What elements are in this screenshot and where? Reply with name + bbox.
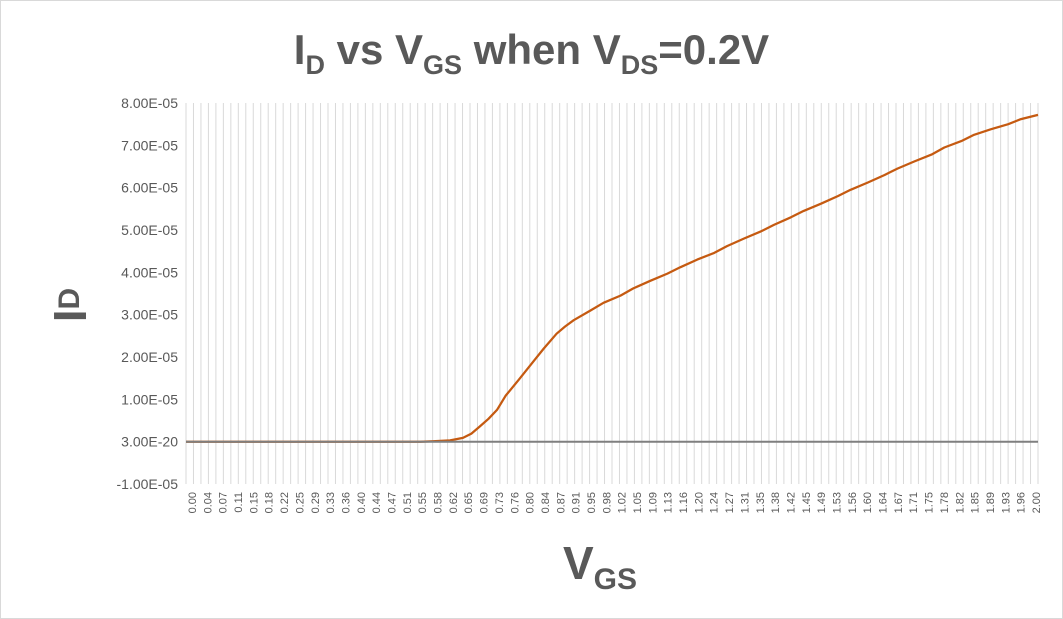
- x-tick-label: 0.22: [279, 492, 291, 513]
- title-sub-3: DS: [620, 50, 659, 80]
- x-tick-label: 1.31: [739, 492, 751, 513]
- x-tick-label: 0.84: [540, 492, 552, 513]
- x-tick-label: 1.42: [785, 492, 797, 513]
- x-tick-label: 1.02: [617, 492, 629, 513]
- title-sub-2: GS: [423, 50, 463, 80]
- x-tick-label: 0.18: [264, 492, 276, 513]
- x-tick-label: 0.29: [310, 492, 322, 513]
- y-tick-label: 3.00E-05: [121, 307, 178, 323]
- series-line-id: [186, 113, 1039, 443]
- x-tick-label: 0.25: [294, 492, 306, 513]
- x-tick-label: 1.85: [970, 492, 982, 513]
- x-tick-label: 1.71: [908, 492, 920, 513]
- x-axis-title: VGS: [520, 536, 680, 597]
- chart-title: ID vs VGS when VDS=0.2V: [0, 26, 1063, 81]
- x-tick-label: 1.27: [724, 492, 736, 513]
- x-tick-label: 1.24: [709, 492, 721, 513]
- x-tick-label: 1.78: [939, 492, 951, 513]
- y-tick-label: 3.00E-20: [121, 434, 178, 450]
- x-tick-label: 0.40: [356, 492, 368, 513]
- x-tick-label: 1.38: [770, 492, 782, 513]
- x-tick-label: 0.51: [402, 492, 414, 513]
- x-tick-label: 1.60: [862, 492, 874, 513]
- x-tick-label: 1.49: [816, 492, 828, 513]
- x-tick-label: 0.62: [448, 492, 460, 513]
- x-tick-label: 0.73: [494, 492, 506, 513]
- x-tick-label: 0.04: [202, 492, 214, 513]
- title-part-2: vs V: [324, 26, 424, 73]
- x-tick-label: 0.76: [509, 492, 521, 513]
- y-tick-label: 5.00E-05: [121, 222, 178, 238]
- x-tick-label: 0.33: [325, 492, 337, 513]
- x-tick-label: 0.47: [386, 492, 398, 513]
- x-tick-label: 1.82: [954, 492, 966, 513]
- y-tick-label: -1.00E-05: [117, 476, 179, 492]
- x-tick-label: 1.53: [832, 492, 844, 513]
- x-tick-label: 0.58: [433, 492, 445, 513]
- x-tick-label: 0.91: [571, 492, 583, 513]
- x-tick-label: 0.07: [218, 492, 230, 513]
- title-part-3: when V: [462, 26, 621, 73]
- x-tick-label: 1.45: [801, 492, 813, 513]
- x-tick-label: 0.65: [463, 492, 475, 513]
- x-tick-label: 1.13: [663, 492, 675, 513]
- x-tick-label: 1.96: [1016, 492, 1028, 513]
- x-tick-label: 0.44: [371, 492, 383, 513]
- x-tick-label: 0.15: [248, 492, 260, 513]
- y-tick-label: 7.00E-05: [121, 137, 178, 153]
- x-tick-label: 0.00: [187, 492, 199, 513]
- x-tick-label: 0.36: [340, 492, 352, 513]
- x-tick-label: 1.56: [847, 492, 859, 513]
- y-tick-label: 2.00E-05: [121, 349, 178, 365]
- x-tick-label: 1.67: [893, 492, 905, 513]
- x-tick-label: 0.11: [233, 492, 245, 513]
- x-tick-label: 0.98: [601, 492, 613, 513]
- x-tick-label: 0.80: [525, 492, 537, 513]
- y-tick-label: 8.00E-05: [121, 95, 178, 111]
- x-tick-label: 1.20: [693, 492, 705, 513]
- x-tick-label: 0.95: [586, 492, 598, 513]
- x-tick-label: 1.05: [632, 492, 644, 513]
- y-tick-label: 4.00E-05: [121, 264, 178, 280]
- x-tick-label: 0.69: [479, 492, 491, 513]
- y-tick-label: 1.00E-05: [121, 391, 178, 407]
- x-tick-label: 0.87: [555, 492, 567, 513]
- title-part-1: I: [293, 26, 306, 73]
- x-tick-label: 0.55: [417, 492, 429, 513]
- x-tick-label: 1.09: [647, 492, 659, 513]
- x-tick-label: 1.93: [1000, 492, 1012, 513]
- x-axis-title-main: V: [562, 537, 594, 589]
- title-part-4: =0.2V: [658, 26, 770, 73]
- x-tick-label: 2.00: [1031, 492, 1043, 513]
- x-tick-label: 1.16: [678, 492, 690, 513]
- title-sub-1: D: [305, 50, 325, 80]
- x-axis-title-sub: GS: [593, 563, 638, 596]
- x-tick-label: 1.89: [985, 492, 997, 513]
- y-tick-label: 6.00E-05: [121, 180, 178, 196]
- x-tick-label: 1.64: [878, 492, 890, 513]
- x-tick-label: 1.35: [755, 492, 767, 513]
- x-tick-label: 1.75: [924, 492, 936, 513]
